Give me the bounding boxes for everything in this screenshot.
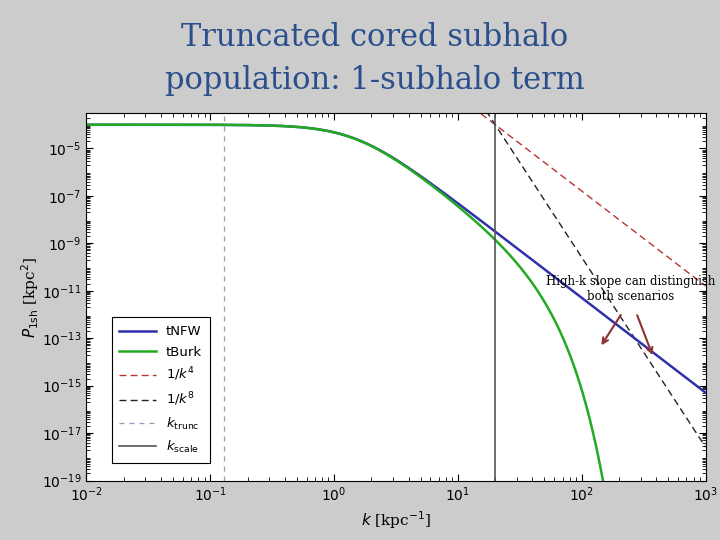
Text: Truncated cored subhalo: Truncated cored subhalo: [181, 22, 568, 53]
Text: population: 1-subhalo term: population: 1-subhalo term: [165, 65, 584, 97]
Y-axis label: $P_{\rm 1sh}$ [kpc$^{2}$]: $P_{\rm 1sh}$ [kpc$^{2}$]: [19, 256, 40, 338]
Legend: tNFW, tBurk, $1/k^4$, $1/k^8$, $k_{\rm trunc}$, $k_{\rm scale}$: tNFW, tBurk, $1/k^4$, $1/k^8$, $k_{\rm t…: [112, 318, 210, 463]
X-axis label: $k$ [kpc$^{-1}$]: $k$ [kpc$^{-1}$]: [361, 510, 431, 531]
Text: High-k slope can distinguish
both scenarios: High-k slope can distinguish both scenar…: [546, 275, 716, 303]
